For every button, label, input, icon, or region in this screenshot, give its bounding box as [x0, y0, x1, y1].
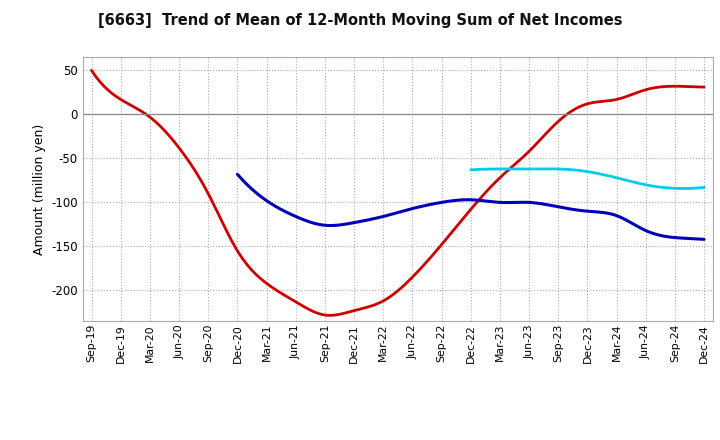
Text: [6663]  Trend of Mean of 12-Month Moving Sum of Net Incomes: [6663] Trend of Mean of 12-Month Moving … [98, 13, 622, 28]
Y-axis label: Amount (million yen): Amount (million yen) [32, 124, 46, 255]
